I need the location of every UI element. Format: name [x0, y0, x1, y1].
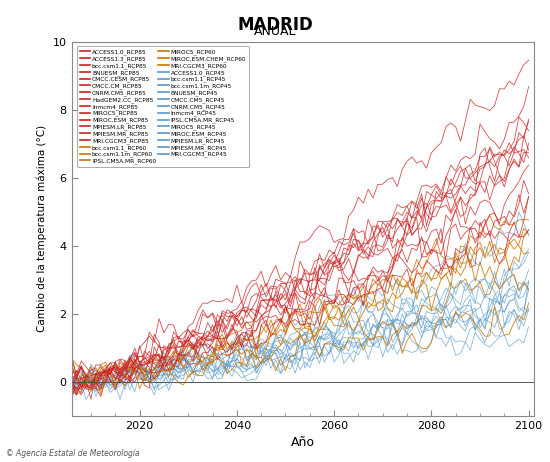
Text: © Agencia Estatal de Meteorología: © Agencia Estatal de Meteorología: [6, 450, 139, 458]
Y-axis label: Cambio de la temperatura máxima (°C): Cambio de la temperatura máxima (°C): [37, 125, 47, 332]
X-axis label: Año: Año: [290, 436, 315, 449]
Legend: ACCESS1.0_RCP85, ACCESS1.3_RCP85, bcc.csm1.1_RCP85, BNUESM_RCP85, CMCC.CESM_RCP8: ACCESS1.0_RCP85, ACCESS1.3_RCP85, bcc.cs…: [77, 46, 249, 167]
Text: MADRID: MADRID: [237, 16, 313, 34]
Text: ANUAL: ANUAL: [254, 25, 296, 38]
